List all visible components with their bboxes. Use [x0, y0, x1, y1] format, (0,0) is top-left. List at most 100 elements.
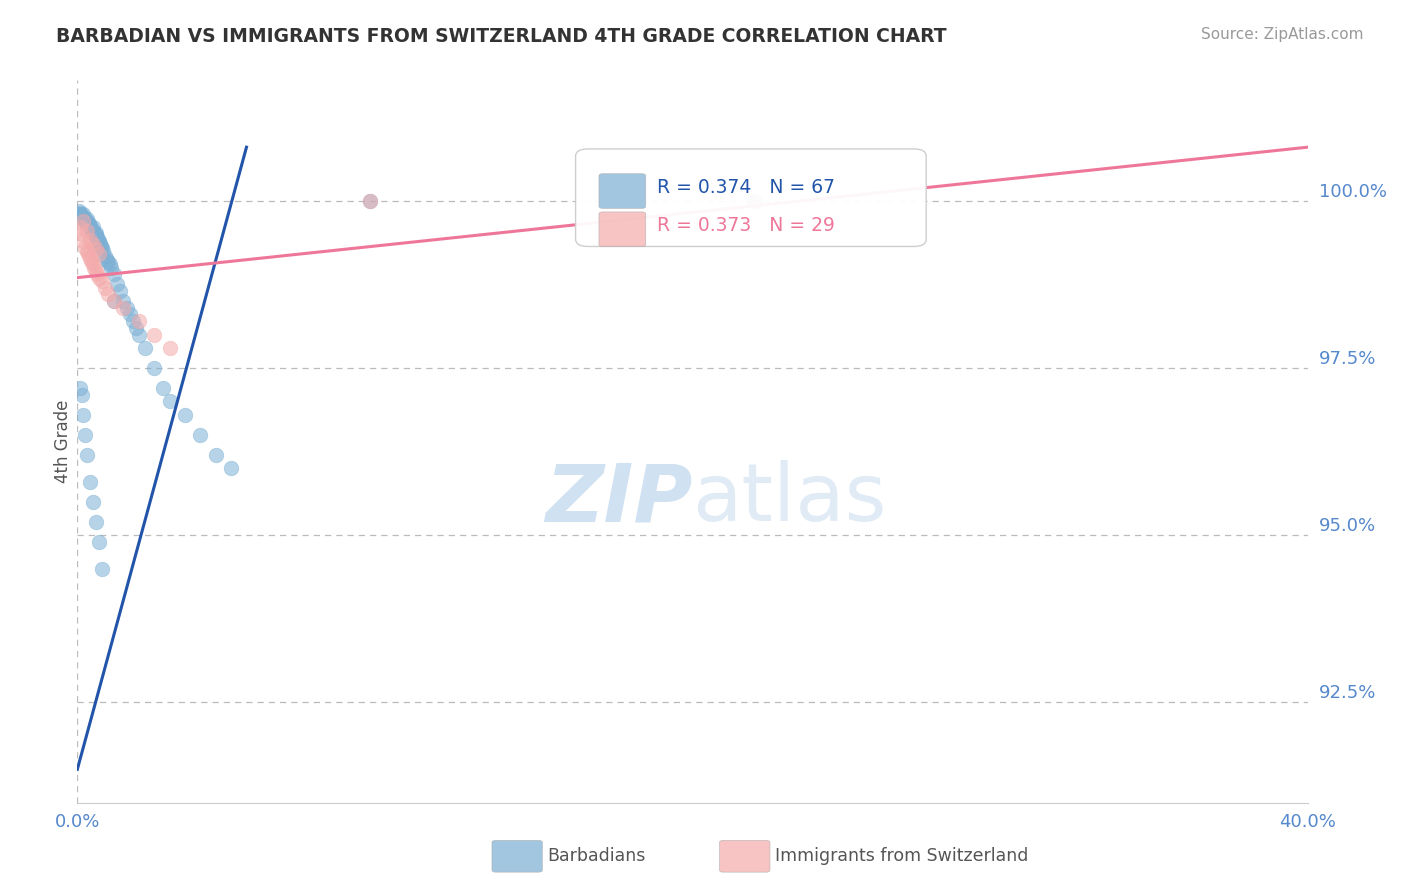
FancyBboxPatch shape — [720, 840, 770, 872]
Point — [82, 257, 104, 271]
Point — [86, 228, 108, 243]
Point — [128, 327, 150, 342]
Point — [125, 321, 148, 335]
Point — [359, 194, 381, 208]
Point — [72, 234, 94, 248]
Point — [70, 208, 93, 222]
Point — [75, 215, 97, 229]
Point — [76, 244, 98, 258]
Point — [103, 293, 125, 308]
Point — [69, 381, 91, 395]
Point — [118, 308, 141, 322]
Point — [73, 213, 96, 227]
Point — [97, 255, 120, 269]
Point — [70, 211, 93, 225]
Point — [87, 247, 110, 261]
Point — [72, 213, 94, 227]
Point — [188, 427, 212, 442]
Point — [90, 561, 114, 575]
Text: atlas: atlas — [693, 460, 887, 539]
Point — [76, 448, 98, 462]
Point — [79, 475, 101, 489]
Point — [72, 408, 94, 422]
FancyBboxPatch shape — [575, 149, 927, 246]
Point — [90, 240, 114, 254]
Point — [79, 232, 101, 246]
Y-axis label: 4th Grade: 4th Grade — [53, 400, 72, 483]
Point — [76, 212, 98, 227]
Point — [69, 207, 91, 221]
FancyBboxPatch shape — [599, 174, 645, 209]
Point — [87, 270, 110, 285]
Point — [83, 260, 105, 275]
Point — [100, 260, 122, 275]
Point — [87, 232, 110, 246]
Point — [89, 237, 111, 252]
Text: ZIP: ZIP — [546, 460, 693, 539]
Point — [86, 230, 108, 244]
Point — [87, 234, 110, 248]
Point — [121, 314, 143, 328]
Point — [70, 227, 93, 241]
Point — [79, 219, 101, 233]
Point — [90, 239, 112, 253]
FancyBboxPatch shape — [599, 212, 645, 246]
Point — [73, 240, 96, 254]
Text: 100.0%: 100.0% — [1319, 183, 1386, 201]
Text: 92.5%: 92.5% — [1319, 684, 1376, 702]
Text: Immigrants from Switzerland: Immigrants from Switzerland — [775, 847, 1028, 865]
Point — [77, 247, 100, 261]
Point — [143, 327, 166, 342]
Point — [82, 220, 104, 235]
Point — [82, 224, 104, 238]
Point — [72, 212, 94, 227]
Point — [77, 215, 100, 229]
Point — [84, 226, 107, 240]
Point — [82, 224, 104, 238]
Point — [115, 301, 138, 315]
Point — [105, 277, 128, 292]
Point — [204, 448, 226, 462]
Text: Barbadians: Barbadians — [547, 847, 645, 865]
Point — [94, 280, 117, 294]
Point — [742, 194, 765, 208]
Point — [70, 387, 93, 401]
Point — [219, 461, 242, 475]
Point — [90, 274, 114, 288]
Point — [82, 494, 104, 508]
Text: R = 0.373   N = 29: R = 0.373 N = 29 — [657, 217, 835, 235]
Point — [69, 220, 91, 235]
Point — [159, 394, 181, 409]
Text: BARBADIAN VS IMMIGRANTS FROM SWITZERLAND 4TH GRADE CORRELATION CHART: BARBADIAN VS IMMIGRANTS FROM SWITZERLAND… — [56, 27, 946, 45]
Text: 97.5%: 97.5% — [1319, 350, 1376, 368]
Point — [112, 293, 135, 308]
Point — [77, 217, 100, 231]
Point — [84, 228, 107, 243]
Point — [79, 220, 101, 235]
Point — [742, 194, 765, 208]
Point — [80, 221, 103, 235]
Text: 95.0%: 95.0% — [1319, 517, 1376, 535]
Point — [82, 237, 104, 252]
Point — [89, 235, 111, 249]
Point — [67, 203, 90, 218]
Point — [83, 227, 105, 241]
Text: R = 0.374   N = 67: R = 0.374 N = 67 — [657, 178, 835, 197]
Point — [93, 244, 115, 258]
Point — [174, 408, 197, 422]
Point — [73, 427, 96, 442]
Point — [159, 341, 181, 355]
Point — [79, 251, 101, 265]
Point — [359, 194, 381, 208]
Point — [134, 341, 156, 355]
Point — [103, 293, 125, 308]
Point — [76, 217, 98, 231]
Point — [97, 287, 120, 301]
Point — [76, 224, 98, 238]
Point — [98, 257, 121, 271]
Point — [152, 381, 174, 395]
Point — [84, 242, 107, 256]
Point — [143, 360, 166, 375]
Point — [73, 211, 96, 225]
FancyBboxPatch shape — [492, 840, 543, 872]
